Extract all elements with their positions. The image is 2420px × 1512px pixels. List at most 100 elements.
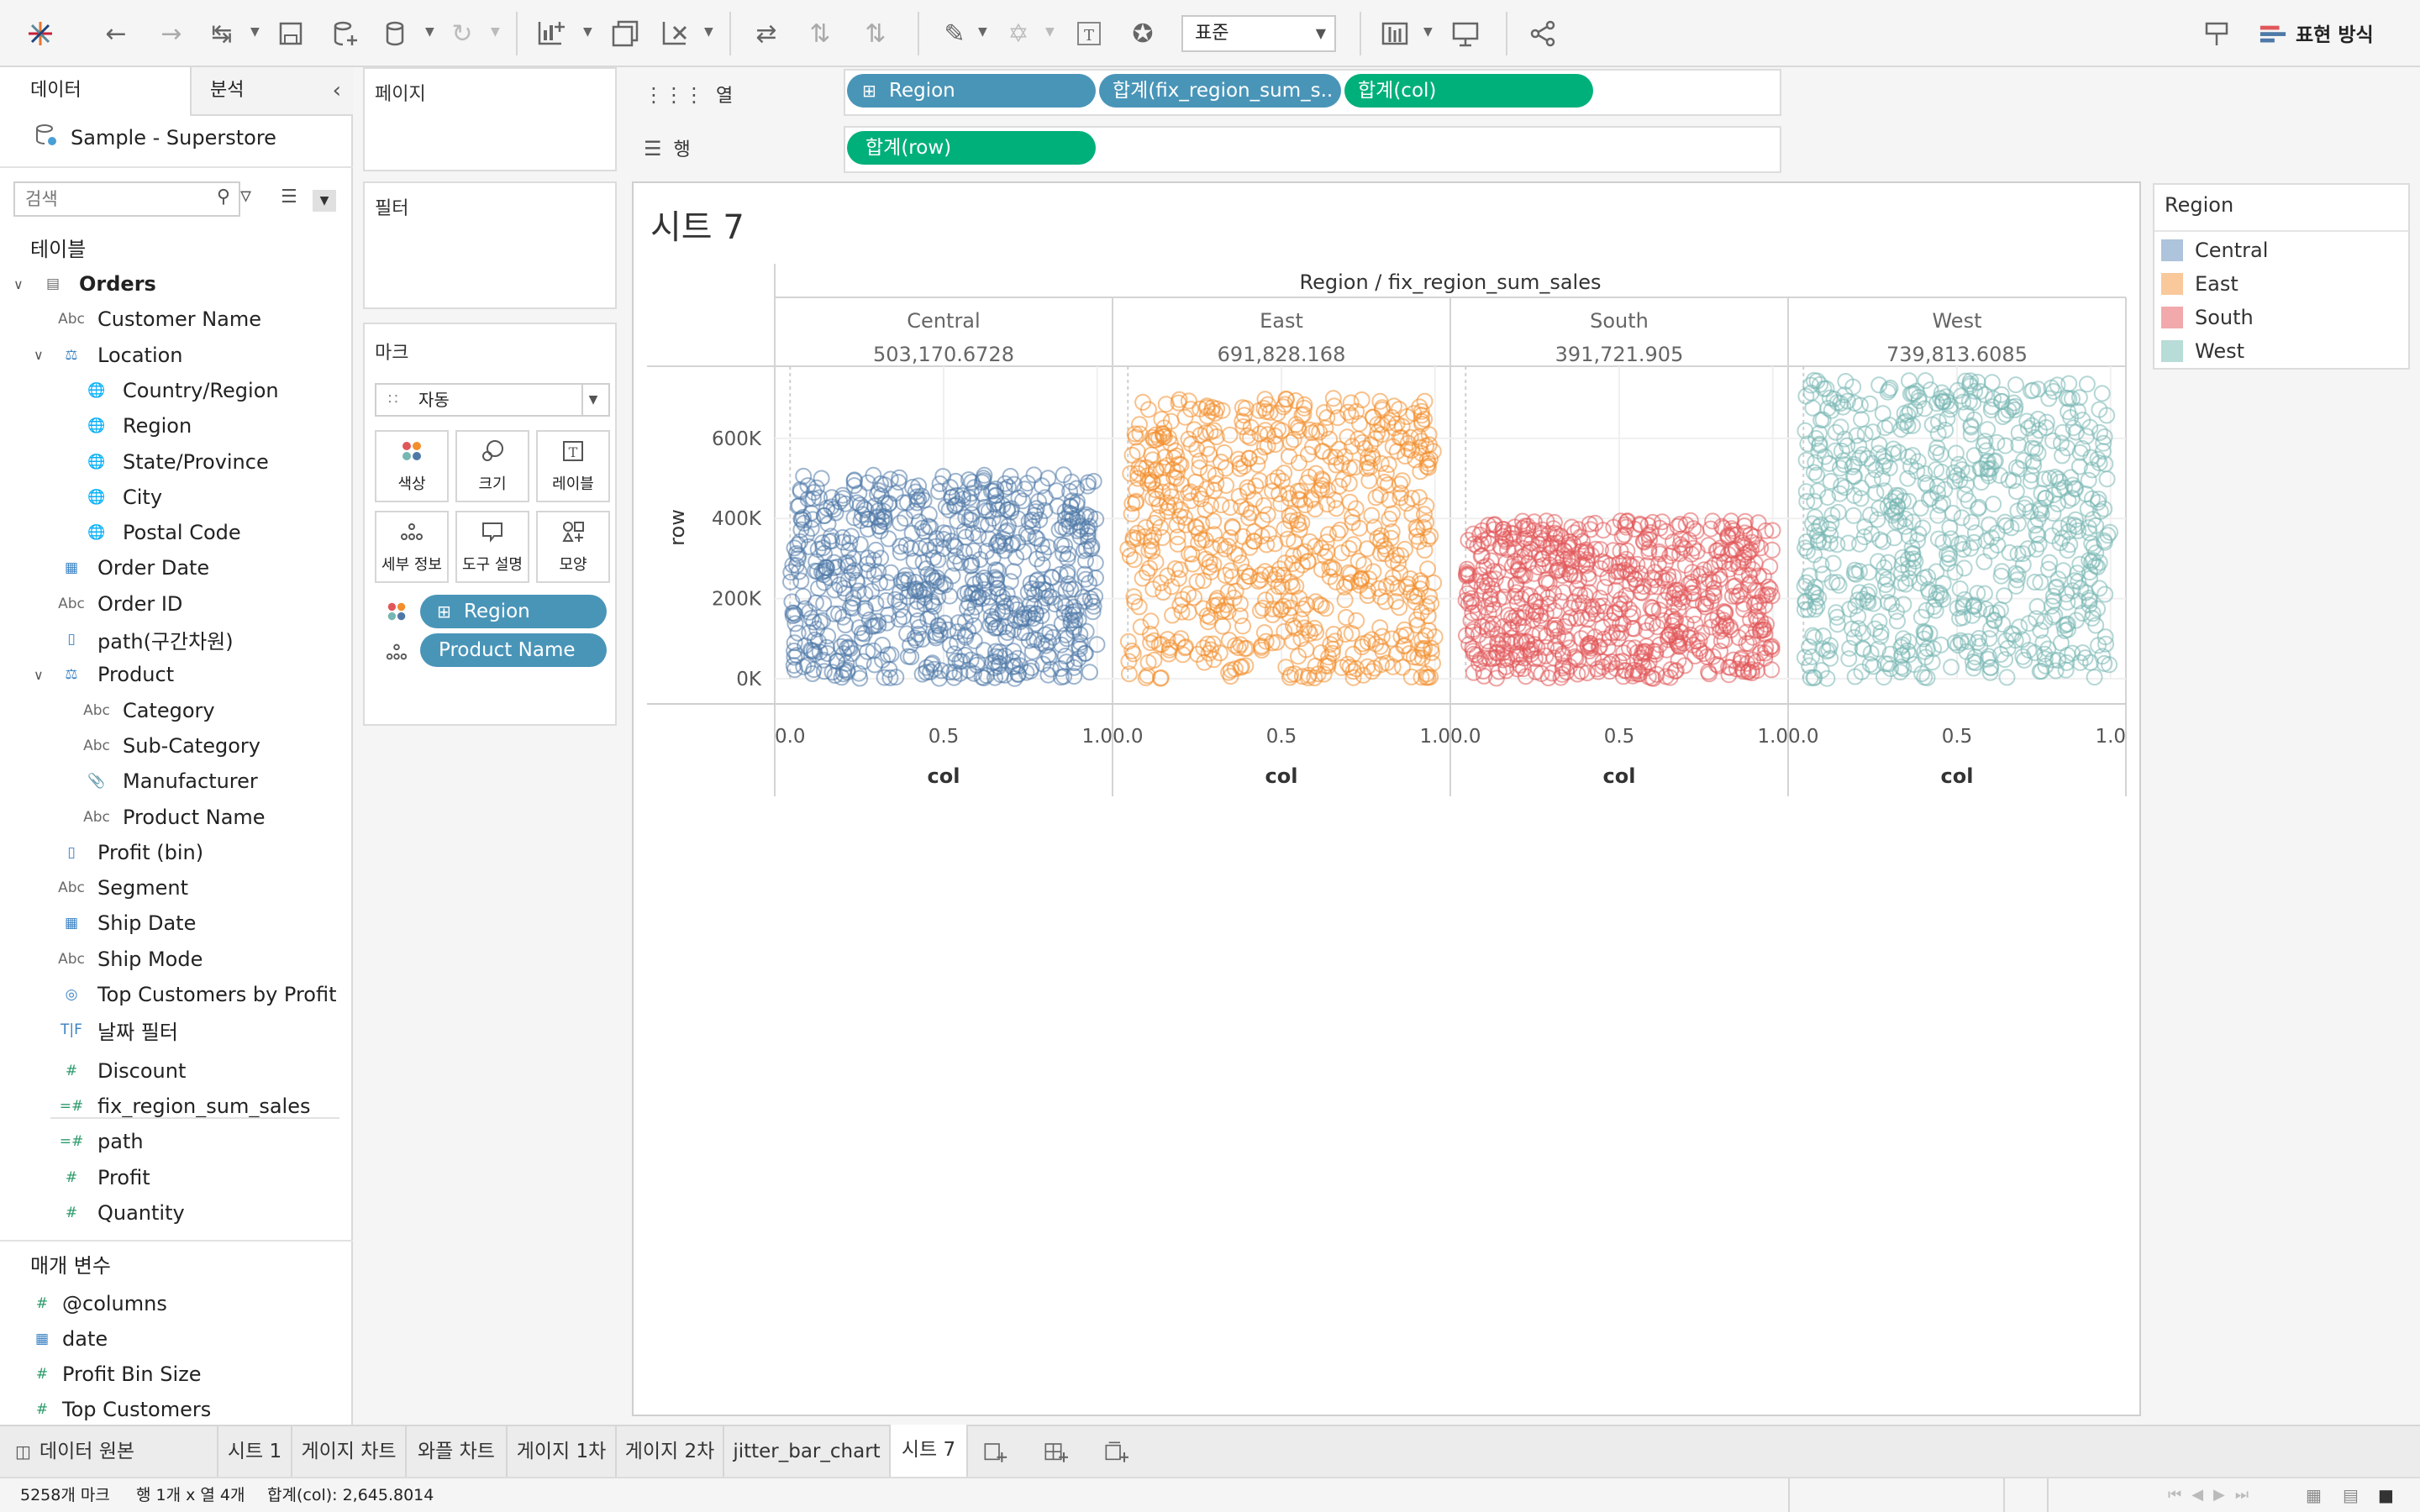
tab-data[interactable]: 데이터 — [0, 67, 190, 116]
chevron-down-icon[interactable]: ∨ — [34, 347, 44, 364]
duplicate-sheet-icon[interactable] — [608, 17, 642, 50]
chevron-down-icon[interactable]: ▼ — [250, 25, 260, 39]
filters-card[interactable]: 필터 — [363, 181, 617, 309]
parameter-item[interactable]: ▦ date — [34, 1324, 108, 1354]
chevron-down-icon[interactable]: ▼ — [704, 25, 713, 39]
field-item[interactable]: Abc Category — [82, 696, 215, 726]
color-legend[interactable]: Region Central East South West — [2153, 183, 2410, 370]
fit-select[interactable]: 표준 ▼ — [1181, 15, 1336, 52]
tooltip-button[interactable]: 도구 설명 — [455, 511, 529, 583]
list-view-icon[interactable]: ☰ — [281, 186, 297, 207]
field-item[interactable]: ▯ path(구간차원) — [57, 624, 233, 654]
tab-sheet[interactable]: 게이지 1차 — [508, 1426, 617, 1477]
datasource-pause-icon[interactable] — [380, 17, 413, 50]
field-item[interactable]: Abc Segment — [57, 873, 188, 903]
field-item[interactable]: Abc Sub-Category — [82, 731, 260, 761]
field-item[interactable]: 🌐 State/Province — [82, 447, 268, 477]
refresh-icon[interactable]: ↻ — [451, 18, 473, 49]
tab-datasource[interactable]: ◫ 데이터 원본 — [0, 1426, 218, 1477]
show-cards-icon[interactable] — [1378, 17, 1412, 50]
legend-item[interactable]: South — [2161, 301, 2254, 334]
clear-sheet-icon[interactable] — [659, 17, 692, 50]
legend-item[interactable]: West — [2161, 334, 2244, 368]
field-item[interactable]: 🌐 Postal Code — [82, 517, 240, 548]
highlight-icon[interactable]: ✎ — [944, 18, 965, 49]
tabs-view-icon[interactable]: ■ — [2378, 1485, 2394, 1505]
tab-sheet[interactable]: 시트 1 — [218, 1426, 292, 1477]
field-item[interactable]: # Profit — [57, 1163, 150, 1193]
field-item[interactable]: 🌐 City — [82, 482, 162, 512]
legend-item[interactable]: East — [2161, 267, 2238, 301]
parameter-item[interactable]: # Top Customers — [34, 1394, 211, 1425]
tab-sheet[interactable]: 게이지 2차 — [617, 1426, 724, 1477]
chevron-down-icon[interactable]: ▼ — [491, 25, 500, 39]
field-item[interactable]: Abc Order ID — [57, 589, 182, 619]
forward-icon[interactable]: → — [160, 18, 182, 49]
field-item[interactable]: 📎 Manufacturer — [82, 766, 257, 796]
save-icon[interactable] — [274, 17, 308, 50]
share-icon[interactable] — [1526, 17, 1560, 50]
tableau-logo-icon[interactable] — [24, 17, 57, 50]
label-button[interactable]: T 레이블 — [536, 430, 610, 502]
tab-sheet[interactable]: 게이지 차트 — [292, 1426, 407, 1477]
show-me-icon[interactable] — [2259, 18, 2287, 52]
parameter-item[interactable]: # @columns — [34, 1289, 167, 1319]
chevron-down-icon[interactable]: ▼ — [1045, 25, 1055, 39]
show-me-button[interactable]: 표현 방식 — [2296, 24, 2374, 46]
field-item[interactable]: ∨ ▤ Orders — [13, 269, 156, 299]
collapse-icon[interactable]: ‹ — [332, 78, 341, 103]
chevron-down-icon[interactable]: ▼ — [978, 25, 987, 39]
field-item[interactable]: ∨ ⚖ Product — [34, 659, 174, 690]
swap-rows-columns-icon[interactable]: ⇄ — [755, 18, 777, 49]
field-item[interactable]: # Discount — [57, 1056, 187, 1086]
field-item[interactable]: ▯ Profit (bin) — [57, 837, 203, 868]
presentation-mode-icon[interactable] — [1449, 17, 1482, 50]
shape-button[interactable]: 모양 — [536, 511, 610, 583]
chevron-down-icon[interactable]: ▼ — [425, 25, 434, 39]
legend-item[interactable]: Central — [2161, 234, 2268, 267]
back-icon[interactable]: ← — [105, 18, 127, 49]
field-item[interactable]: 🌐 Country/Region — [82, 375, 278, 406]
tooltip-sign-icon[interactable] — [2200, 17, 2233, 50]
field-item[interactable]: T|F 날짜 필터 — [57, 1015, 178, 1045]
field-item[interactable]: =# path — [57, 1126, 144, 1157]
column-pill-col[interactable]: 합계(col) — [1344, 74, 1593, 108]
tab-sheet[interactable]: 와플 차트 — [407, 1426, 508, 1477]
field-item[interactable]: Abc Ship Mode — [57, 944, 203, 974]
chevron-down-icon[interactable]: ∨ — [34, 666, 44, 683]
tab-sheet[interactable]: jitter_bar_chart — [724, 1426, 891, 1477]
tab-sheet-active[interactable]: 시트 7 — [891, 1425, 968, 1478]
new-datasource-icon[interactable] — [328, 17, 361, 50]
chevron-down-icon[interactable]: ∨ — [13, 276, 24, 292]
column-pill-region[interactable]: ⊞ Region — [847, 74, 1096, 108]
redo-data-icon[interactable]: ↹ — [211, 18, 233, 49]
new-dashboard-icon[interactable] — [1028, 1426, 1082, 1477]
field-item[interactable]: ▦ Ship Date — [57, 908, 196, 938]
field-item[interactable]: Abc Customer Name — [57, 304, 261, 334]
tab-analysis[interactable]: 분석 ‹ — [190, 67, 353, 116]
field-item[interactable]: Abc Product Name — [82, 802, 265, 832]
grid-view-icon[interactable]: ▦ — [2306, 1485, 2322, 1505]
show-labels-icon[interactable]: T — [1072, 17, 1106, 50]
field-item[interactable]: ◎ Top Customers by Profit — [57, 979, 337, 1010]
group-members-icon[interactable]: ✡ — [1007, 18, 1029, 49]
chevron-down-icon[interactable]: ▼ — [583, 25, 592, 39]
color-button[interactable]: 색상 — [375, 430, 449, 502]
field-item[interactable]: ▦ Order Date — [57, 553, 209, 583]
view-options-icon[interactable]: ▼ — [313, 190, 336, 212]
sort-descending-icon[interactable]: ⇅ — [865, 18, 886, 49]
pages-card[interactable]: 페이지 — [363, 67, 617, 171]
column-pill-fix-region-sum[interactable]: 합계(fix_region_sum_s.. — [1099, 74, 1341, 108]
pin-icon[interactable]: ✪ — [1132, 18, 1154, 49]
field-item[interactable]: 🌐 Region — [82, 411, 192, 441]
filter-icon[interactable]: ▿ — [240, 183, 252, 208]
mark-type-select[interactable]: ∷ 자동 ▼ — [375, 383, 610, 417]
size-button[interactable]: 크기 — [455, 430, 529, 502]
detail-button[interactable]: 세부 정보 — [375, 511, 449, 583]
field-item[interactable]: ∨ ⚖ Location — [34, 340, 183, 370]
row-pill-row[interactable]: 합계(row) — [847, 131, 1096, 165]
search-box[interactable]: ⚲ — [13, 181, 240, 217]
search-input[interactable] — [15, 183, 200, 215]
sort-ascending-icon[interactable]: ⇅ — [809, 18, 831, 49]
sheet-nav-icon[interactable]: ⏮◀▶⏭ — [2168, 1486, 2260, 1504]
